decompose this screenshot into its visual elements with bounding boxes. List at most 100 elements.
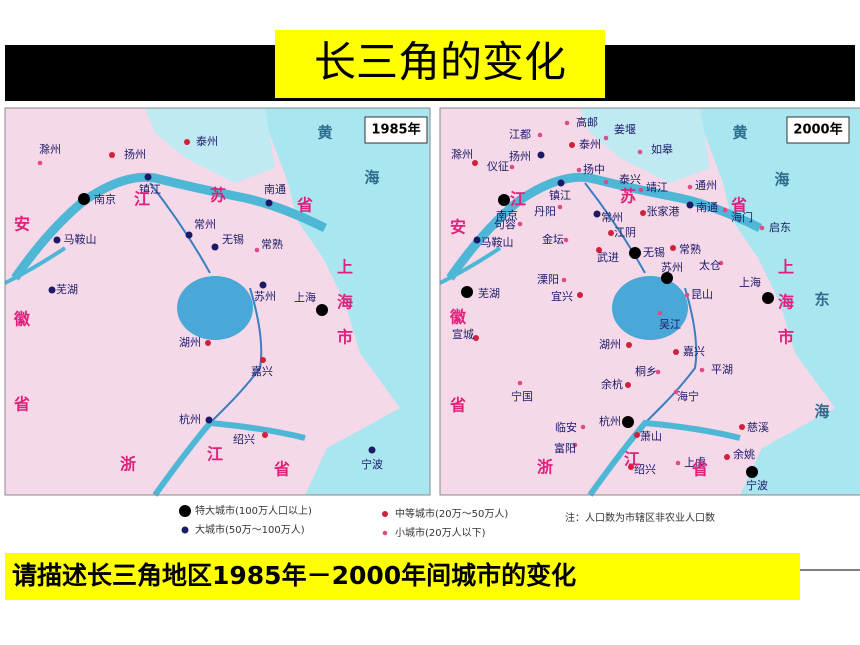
region-label: 省 bbox=[13, 395, 30, 414]
city-marker bbox=[673, 349, 679, 355]
city-marker bbox=[78, 193, 90, 205]
city-marker bbox=[48, 286, 56, 294]
region-label: 苏 bbox=[210, 186, 226, 205]
city-label: 芜湖 bbox=[478, 286, 500, 300]
legend-label: 特大城市(100万人口以上) bbox=[195, 504, 312, 517]
region-label: 江 bbox=[207, 445, 223, 464]
city-label: 上虞 bbox=[684, 455, 706, 469]
region-label: 安 bbox=[450, 218, 466, 237]
city-marker bbox=[498, 194, 510, 206]
city-marker bbox=[537, 132, 543, 138]
sea-label: 海 bbox=[364, 169, 379, 187]
city-marker bbox=[634, 432, 640, 438]
region-label: 海 bbox=[337, 293, 353, 312]
city-marker bbox=[472, 160, 478, 166]
legend-marker bbox=[382, 511, 388, 517]
city-label: 桐乡 bbox=[635, 364, 657, 378]
city-label: 富阳 bbox=[554, 441, 576, 455]
region-label: 省 bbox=[296, 196, 313, 215]
region-label: 上 bbox=[778, 258, 794, 277]
city-label: 如皋 bbox=[651, 142, 673, 156]
city-label: 余杭 bbox=[601, 377, 623, 391]
city-label: 溧阳 bbox=[537, 272, 559, 286]
city-marker bbox=[718, 260, 724, 266]
city-marker bbox=[316, 304, 328, 316]
city-label: 南通 bbox=[696, 201, 718, 214]
city-marker bbox=[557, 179, 565, 187]
city-marker bbox=[572, 442, 578, 448]
city-marker bbox=[640, 210, 646, 216]
city-marker bbox=[655, 369, 661, 375]
question-box bbox=[5, 553, 800, 600]
sea-label: 海 bbox=[814, 403, 829, 421]
city-marker bbox=[699, 367, 705, 373]
city-label: 姜堰 bbox=[614, 122, 636, 136]
city-label: 丹阳 bbox=[534, 205, 556, 218]
city-label: 南通 bbox=[264, 183, 286, 196]
city-label: 萧山 bbox=[640, 430, 662, 443]
city-label: 泰兴 bbox=[619, 172, 641, 186]
city-label: 无锡 bbox=[643, 245, 665, 259]
city-label: 宜兴 bbox=[551, 289, 573, 303]
city-marker bbox=[265, 199, 273, 207]
region-label: 安 bbox=[14, 215, 30, 234]
city-label: 常熟 bbox=[261, 237, 283, 251]
city-marker bbox=[368, 446, 376, 454]
region-label: 徽 bbox=[449, 308, 467, 327]
city-marker bbox=[580, 424, 586, 430]
city-marker bbox=[626, 342, 632, 348]
city-label: 宁波 bbox=[746, 478, 768, 492]
region-label: 苏 bbox=[620, 187, 636, 206]
city-marker bbox=[628, 464, 634, 470]
city-marker bbox=[675, 460, 681, 466]
city-label: 宣城 bbox=[452, 327, 474, 341]
city-marker bbox=[596, 247, 602, 253]
city-label: 马鞍山 bbox=[481, 235, 514, 249]
legend-marker bbox=[181, 526, 189, 534]
city-label: 南京 bbox=[496, 208, 518, 222]
city-marker bbox=[561, 277, 567, 283]
city-label: 平湖 bbox=[711, 363, 733, 376]
city-label: 句容 bbox=[494, 217, 516, 231]
city-marker bbox=[185, 231, 193, 239]
city-marker bbox=[661, 272, 673, 284]
city-label: 滁州 bbox=[39, 142, 61, 156]
city-label: 仪征 bbox=[487, 160, 509, 173]
city-label: 吴江 bbox=[659, 318, 681, 331]
region-label: 江 bbox=[624, 450, 640, 469]
city-marker bbox=[564, 120, 570, 126]
city-marker bbox=[259, 281, 267, 289]
sea-label: 东 bbox=[814, 291, 829, 309]
city-label: 苏州 bbox=[661, 261, 683, 274]
region-label: 江 bbox=[510, 190, 526, 209]
city-label: 嘉兴 bbox=[683, 344, 705, 358]
city-label: 武进 bbox=[597, 251, 619, 264]
city-marker bbox=[184, 139, 190, 145]
city-label: 绍兴 bbox=[634, 462, 656, 476]
city-label: 江阴 bbox=[614, 226, 636, 239]
city-marker bbox=[260, 357, 266, 363]
city-label: 上海 bbox=[739, 275, 761, 289]
city-label: 杭州 bbox=[179, 412, 201, 426]
city-marker bbox=[657, 310, 663, 316]
city-label: 南京 bbox=[94, 192, 116, 206]
city-label: 嘉兴 bbox=[251, 364, 273, 378]
city-marker bbox=[537, 151, 545, 159]
city-label: 通州 bbox=[695, 179, 717, 192]
city-marker bbox=[563, 237, 569, 243]
city-label: 湖州 bbox=[179, 336, 201, 349]
city-label: 昆山 bbox=[691, 288, 713, 301]
map-1985 bbox=[5, 108, 430, 495]
city-label: 扬州 bbox=[124, 147, 146, 161]
city-marker bbox=[211, 243, 219, 251]
city-label: 扬州 bbox=[509, 149, 531, 163]
sea-label: 海 bbox=[774, 171, 789, 189]
city-marker bbox=[254, 247, 260, 253]
region-label: 海 bbox=[778, 293, 794, 312]
city-label: 常熟 bbox=[679, 242, 701, 256]
legend-marker bbox=[382, 530, 388, 536]
city-marker bbox=[684, 292, 690, 298]
city-label: 海门 bbox=[731, 210, 753, 224]
